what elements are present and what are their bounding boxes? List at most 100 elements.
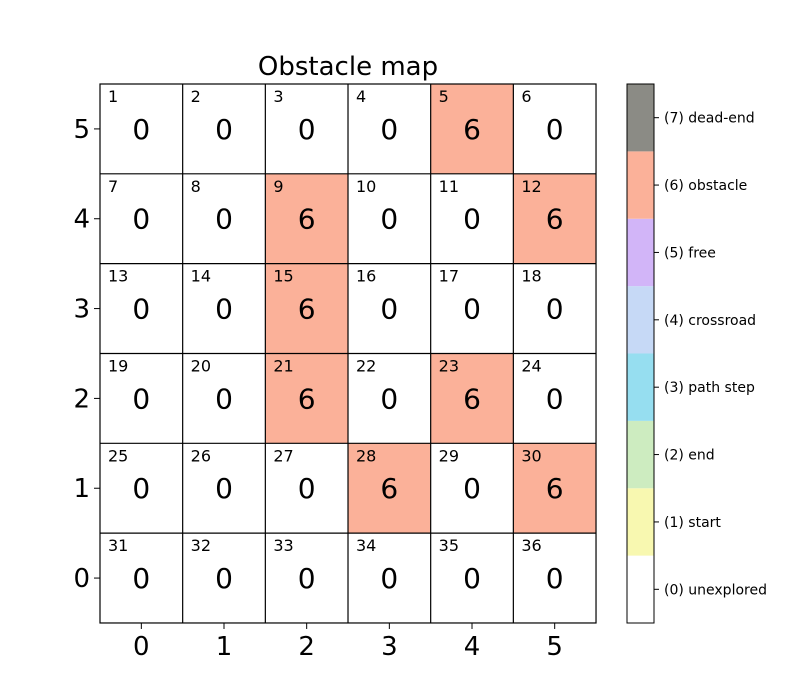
cell-index-label: 36: [521, 536, 541, 555]
cell-value-label: 0: [463, 203, 481, 236]
heatmap-cell: 140: [182, 263, 266, 354]
heatmap-cell: 320: [182, 533, 266, 623]
heatmap-cells: 1020304056607080961001101261301401561601…: [100, 84, 597, 623]
cell-fill: [430, 533, 514, 623]
cell-fill: [182, 443, 266, 534]
cell-fill: [100, 443, 183, 534]
cell-index-label: 27: [273, 446, 293, 465]
cell-fill: [100, 533, 183, 623]
heatmap-cell: 290: [430, 443, 514, 534]
cell-value-label: 0: [215, 293, 233, 326]
cell-index-label: 30: [521, 446, 541, 465]
heatmap-cell: 190: [100, 353, 183, 444]
cell-index-label: 33: [273, 536, 293, 555]
heatmap-cell: 12 6: [513, 173, 597, 264]
cell-value-label: 0: [132, 113, 150, 146]
colorbar-label: (1) start: [664, 515, 721, 531]
cell-index-label: 1: [108, 87, 118, 106]
colorbar: (0) unexplored (1) start (2) end (3) path s…: [626, 83, 767, 624]
x-tick-label: 1: [216, 632, 233, 662]
cell-index-label: 31: [108, 536, 128, 555]
cell-index-label: 21: [273, 356, 293, 375]
cell-value-label: 6: [546, 472, 564, 505]
cell-index-label: 2: [191, 87, 201, 106]
cell-fill: [513, 533, 597, 623]
colorbar-frame: [626, 83, 655, 624]
y-tick-label: 5: [73, 115, 90, 145]
cell-fill: [182, 533, 266, 623]
heatmap-cell: 236: [430, 353, 514, 444]
cell-value-label: 0: [132, 293, 150, 326]
cell-fill: [348, 443, 431, 534]
cell-index-label: 16: [356, 267, 376, 286]
cell-value-label: 0: [380, 293, 398, 326]
cell-fill: [348, 533, 431, 623]
cell-fill: [348, 84, 431, 174]
colorbar-label: (2) end: [664, 448, 715, 464]
cell-index-label: 15: [273, 267, 293, 286]
cell-value-label: 0: [132, 562, 150, 595]
cell-index-label: 29: [439, 446, 459, 465]
cell-value-label: 0: [546, 113, 564, 146]
heatmap-cell: 160: [348, 263, 431, 354]
plot-frame: [99, 83, 597, 624]
cell-index-label: 3: [273, 87, 283, 106]
cell-index-label: 19: [108, 356, 128, 375]
colorbar-segment: [627, 555, 654, 623]
cell-index-label: 28: [356, 446, 376, 465]
cell-value-label: 6: [298, 382, 316, 415]
cell-value-label: 0: [463, 562, 481, 595]
cell-fill: [348, 263, 431, 354]
cell-index-label: 11: [439, 177, 459, 196]
heatmap-cell: 260: [182, 443, 266, 534]
cell-value-label: 0: [215, 382, 233, 415]
cell-fill: [430, 173, 514, 264]
cell-value-label: 6: [380, 472, 398, 505]
heatmap-cell: 350: [430, 533, 514, 623]
cell-value-label: 0: [298, 562, 316, 595]
cell-fill: [265, 173, 349, 264]
cell-fill: [513, 353, 597, 444]
cell-fill: [430, 443, 514, 534]
heatmap-cell: 286: [348, 443, 431, 534]
cell-fill: [348, 173, 431, 264]
cell-value-label: 0: [546, 293, 564, 326]
cell-fill: [182, 84, 266, 174]
cell-fill: [265, 353, 349, 444]
cell-index-label: 25: [108, 446, 128, 465]
cell-value-label: 6: [298, 203, 316, 236]
cell-index-label: 24: [521, 356, 541, 375]
heatmap-cell: 15 6: [265, 263, 349, 354]
cell-index-label: 5: [439, 87, 449, 106]
heatmap-cell: 33 0: [265, 533, 349, 623]
heatmap-cell: 170: [430, 263, 514, 354]
heatmap-cell: 310: [100, 533, 183, 623]
cell-fill: [265, 533, 349, 623]
cell-index-label: 22: [356, 356, 376, 375]
cell-fill: [100, 353, 183, 444]
cell-index-label: 12: [521, 177, 541, 196]
cell-value-label: 0: [380, 562, 398, 595]
x-tick-label: 4: [464, 632, 481, 662]
y-tick-label: 1: [73, 474, 90, 504]
cell-value-label: 0: [215, 113, 233, 146]
cell-value-label: 0: [215, 472, 233, 505]
cell-index-label: 8: [191, 177, 201, 196]
cell-fill: [100, 263, 183, 354]
heatmap-cell: 30 6: [513, 443, 597, 534]
colorbar-label: (4) crossroad: [664, 313, 756, 329]
x-tick-label: 3: [381, 632, 398, 662]
cell-value-label: 0: [463, 472, 481, 505]
heatmap-cell: 21 6: [265, 353, 349, 444]
heatmap-grid: [99, 83, 597, 624]
cell-fill: [430, 353, 514, 444]
cell-value-label: 0: [463, 293, 481, 326]
cell-value-label: 0: [132, 203, 150, 236]
colorbar-label: (0) unexplored: [664, 582, 767, 598]
heatmap-cell: 27 0: [265, 443, 349, 534]
cell-value-label: 6: [463, 113, 481, 146]
colorbar-segment: [627, 420, 654, 489]
y-tick-label: 2: [73, 384, 90, 414]
cell-index-label: 13: [108, 267, 128, 286]
cell-fill: [513, 263, 597, 354]
